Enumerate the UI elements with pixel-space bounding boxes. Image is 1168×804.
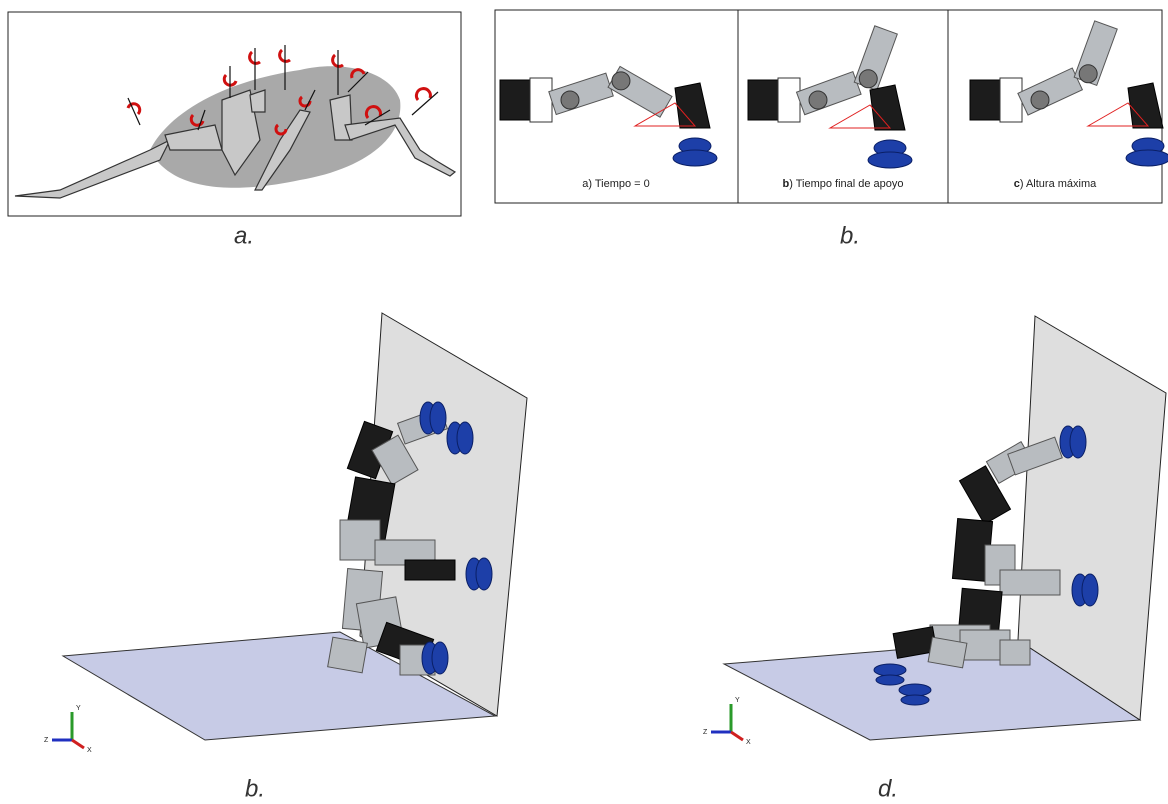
scene-right bbox=[724, 316, 1166, 740]
servo bbox=[748, 80, 780, 120]
caption: b. bbox=[840, 222, 860, 249]
suction-cup bbox=[1082, 574, 1098, 606]
joint bbox=[561, 91, 579, 109]
scene-left bbox=[63, 313, 527, 740]
link bbox=[928, 637, 967, 668]
suction-cup bbox=[1126, 150, 1168, 166]
frame-text: ) Altura máxima bbox=[1020, 178, 1097, 190]
axis-label: Y bbox=[735, 697, 740, 704]
frame-label: a) Tiempo = 0 bbox=[582, 178, 650, 190]
suction-cup bbox=[1070, 426, 1086, 458]
joint bbox=[859, 70, 877, 88]
link bbox=[328, 637, 368, 673]
suction-cup bbox=[899, 684, 931, 696]
joint bbox=[1031, 91, 1049, 109]
bracket bbox=[1000, 78, 1022, 122]
bracket bbox=[530, 78, 552, 122]
frame-text: ) Tiempo = 0 bbox=[588, 178, 649, 190]
axis-label: Z bbox=[703, 729, 708, 736]
suction-cup bbox=[432, 642, 448, 674]
servo bbox=[405, 560, 455, 580]
frame-label: b) Tiempo final de apoyo bbox=[782, 178, 903, 190]
frame-label: c) Altura máxima bbox=[1014, 178, 1097, 190]
frame-text: ) Tiempo final de apoyo bbox=[789, 178, 903, 190]
caption: b. bbox=[245, 775, 265, 802]
suction-cup bbox=[457, 422, 473, 454]
joint bbox=[809, 91, 827, 109]
servo bbox=[970, 80, 1002, 120]
link bbox=[340, 520, 380, 560]
joint bbox=[612, 72, 630, 90]
axis-label: X bbox=[87, 747, 92, 754]
caption: a. bbox=[234, 222, 254, 249]
bracket bbox=[778, 78, 800, 122]
link bbox=[1000, 570, 1060, 595]
suction-cup bbox=[476, 558, 492, 590]
suction-cup bbox=[901, 695, 929, 705]
figure: a. a) Tiempo = 0 b) Tiempo final de apoy… bbox=[0, 0, 1168, 804]
suction-cup bbox=[876, 675, 904, 685]
insect-panel bbox=[8, 12, 461, 216]
axis-triad: Y Z X bbox=[703, 697, 751, 746]
axis-label: X bbox=[746, 739, 751, 746]
suction-cup bbox=[673, 150, 717, 166]
axis-label: Z bbox=[44, 737, 49, 744]
caption: d. bbox=[878, 775, 898, 802]
axis-triad: Y Z X bbox=[44, 705, 92, 754]
servo bbox=[500, 80, 532, 120]
axis-label: Y bbox=[76, 705, 81, 712]
x-axis bbox=[72, 740, 84, 748]
suction-cup bbox=[430, 402, 446, 434]
link bbox=[1000, 640, 1030, 665]
joint bbox=[1079, 65, 1097, 83]
suction-cup bbox=[874, 664, 906, 676]
x-axis bbox=[731, 732, 743, 740]
suction-cup bbox=[868, 152, 912, 168]
